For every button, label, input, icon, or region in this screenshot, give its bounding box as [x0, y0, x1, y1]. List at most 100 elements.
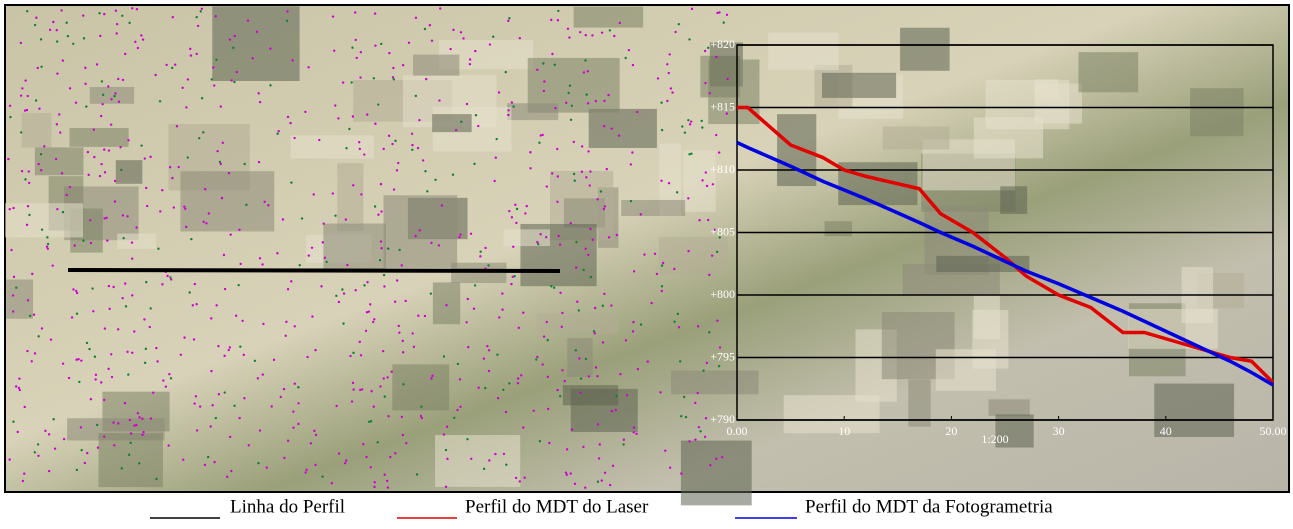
point [126, 215, 128, 217]
point [470, 458, 472, 460]
point [609, 484, 611, 486]
building [1190, 88, 1244, 136]
point [533, 410, 535, 412]
point [683, 396, 685, 398]
point [596, 375, 598, 377]
point [306, 356, 308, 358]
building [413, 55, 459, 76]
point [636, 111, 638, 113]
point [176, 125, 178, 127]
point [522, 312, 524, 314]
point [65, 22, 67, 24]
point [332, 15, 334, 17]
point [689, 123, 691, 125]
point [252, 57, 254, 59]
point [165, 385, 167, 387]
point [72, 43, 74, 45]
point [29, 315, 31, 317]
point [539, 440, 541, 442]
point [384, 395, 386, 397]
point [293, 137, 295, 139]
point [582, 446, 584, 448]
point [349, 355, 351, 357]
point [382, 350, 384, 352]
point [706, 185, 708, 187]
point [107, 85, 109, 87]
point [536, 356, 538, 358]
point [678, 23, 680, 25]
point [377, 103, 379, 105]
point [47, 247, 49, 249]
point [670, 87, 672, 89]
point [290, 181, 292, 183]
point [93, 129, 95, 131]
point [55, 158, 57, 160]
point [376, 441, 378, 443]
point [550, 285, 552, 287]
point [411, 332, 413, 334]
point [165, 64, 167, 66]
point [65, 194, 67, 196]
point [508, 17, 510, 19]
point [718, 365, 720, 367]
point [668, 72, 670, 74]
point [241, 320, 243, 322]
point [656, 273, 658, 275]
building [883, 127, 950, 150]
point [238, 229, 240, 231]
point [56, 72, 58, 74]
point [9, 105, 11, 107]
point [140, 34, 142, 36]
building [683, 150, 715, 211]
point [136, 8, 138, 10]
point [604, 205, 606, 207]
point [27, 299, 29, 301]
point [362, 443, 364, 445]
point [610, 304, 612, 306]
point [76, 469, 78, 471]
building [671, 371, 758, 395]
point [545, 236, 547, 238]
point [352, 184, 354, 186]
point [708, 331, 710, 333]
point [459, 406, 461, 408]
x-tick-label: 30 [1053, 424, 1065, 438]
figure: +790+795+800+805+810+815+8200.0010203040… [0, 0, 1293, 524]
point [511, 101, 513, 103]
point [370, 420, 372, 422]
point [601, 31, 603, 33]
point [484, 247, 486, 249]
point [171, 177, 173, 179]
x-tick-label: 0.00 [727, 424, 748, 438]
point [585, 93, 587, 95]
point [213, 84, 215, 86]
point [414, 235, 416, 237]
point [413, 346, 415, 348]
point [119, 146, 121, 148]
point [373, 406, 375, 408]
point [266, 466, 268, 468]
point [12, 294, 14, 296]
point [131, 241, 133, 243]
point [222, 142, 224, 144]
point [603, 100, 605, 102]
point [112, 421, 114, 423]
point [380, 43, 382, 45]
x-tick-label: 20 [945, 424, 957, 438]
building [5, 203, 83, 237]
point [78, 381, 80, 383]
point [459, 378, 461, 380]
point [661, 129, 663, 131]
point [383, 274, 385, 276]
point [587, 150, 589, 152]
point [247, 19, 249, 21]
point [374, 44, 376, 46]
point [388, 135, 390, 137]
point [292, 59, 294, 61]
point [595, 100, 597, 102]
point [726, 78, 728, 80]
point [54, 447, 56, 449]
building [116, 160, 143, 184]
building [563, 385, 618, 405]
point [700, 120, 702, 122]
